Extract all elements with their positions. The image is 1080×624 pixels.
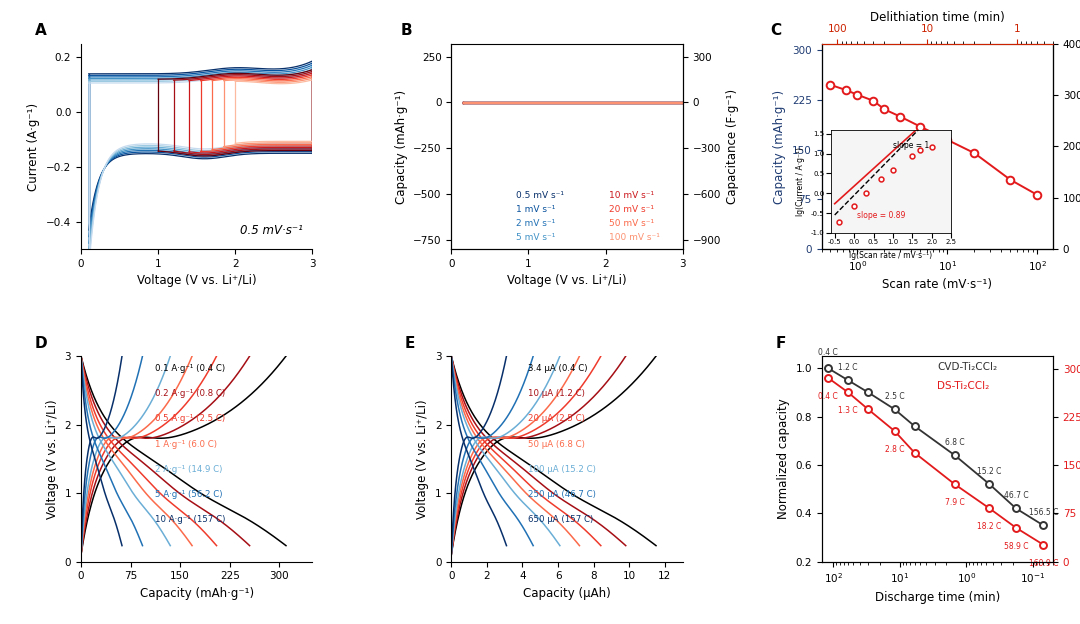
Text: 0.4 C: 0.4 C [819,348,838,357]
Text: A: A [35,24,46,39]
Text: DS-Ti₂CCl₂: DS-Ti₂CCl₂ [937,381,989,391]
Text: 2.8 C: 2.8 C [885,445,904,454]
Text: 0.1 A·g⁻¹ (0.4 C): 0.1 A·g⁻¹ (0.4 C) [156,364,226,373]
Text: 10 A·g⁻¹ (157 C): 10 A·g⁻¹ (157 C) [156,515,226,524]
Text: 0.5 mV·s⁻¹: 0.5 mV·s⁻¹ [240,224,303,237]
X-axis label: Voltage (V vs. Li⁺/Li): Voltage (V vs. Li⁺/Li) [508,275,626,288]
Text: 250 μA (46.7 C): 250 μA (46.7 C) [528,490,595,499]
Text: C: C [771,24,782,39]
Text: 0.5 mV s⁻¹: 0.5 mV s⁻¹ [516,191,564,200]
Text: 160.9 C: 160.9 C [1028,558,1058,568]
Text: 3.4 μA (0.4 C): 3.4 μA (0.4 C) [528,364,588,373]
Y-axis label: Voltage (V vs. Li⁺/Li): Voltage (V vs. Li⁺/Li) [417,399,430,519]
Text: 0.4 C: 0.4 C [819,392,838,401]
X-axis label: Capacity (μAh): Capacity (μAh) [523,587,611,600]
Text: E: E [405,336,416,351]
Text: 50 μA (6.8 C): 50 μA (6.8 C) [528,439,584,449]
Text: 18.2 C: 18.2 C [977,522,1001,531]
Text: 7.9 C: 7.9 C [945,498,964,507]
Text: 0.5 A·g⁻¹ (2.5 C): 0.5 A·g⁻¹ (2.5 C) [156,414,226,424]
Y-axis label: Capacitance (F·g⁻¹): Capacitance (F·g⁻¹) [727,89,740,204]
Text: 5 mV s⁻¹: 5 mV s⁻¹ [516,233,555,241]
Text: 10 μA (1.2 C): 10 μA (1.2 C) [528,389,584,398]
Text: 2 mV s⁻¹: 2 mV s⁻¹ [516,219,555,228]
Text: 20 mV s⁻¹: 20 mV s⁻¹ [609,205,653,214]
Text: 100 mV s⁻¹: 100 mV s⁻¹ [609,233,660,241]
X-axis label: Discharge time (min): Discharge time (min) [875,591,1000,603]
Text: 20 μA (2.5 C): 20 μA (2.5 C) [528,414,584,424]
Text: B: B [401,24,411,39]
Y-axis label: Current (A·g⁻¹): Current (A·g⁻¹) [27,102,40,190]
Y-axis label: Capacity (mAh·g⁻¹): Capacity (mAh·g⁻¹) [773,89,786,203]
Text: 5 A·g⁻¹ (56.2 C): 5 A·g⁻¹ (56.2 C) [156,490,222,499]
Y-axis label: Normalized capacity: Normalized capacity [777,399,789,519]
Y-axis label: Capacity (mAh·g⁻¹): Capacity (mAh·g⁻¹) [394,89,407,203]
Text: 1 A·g⁻¹ (6.0 C): 1 A·g⁻¹ (6.0 C) [156,439,217,449]
Text: 100 μA (15.2 C): 100 μA (15.2 C) [528,465,595,474]
Text: 46.7 C: 46.7 C [1003,491,1028,500]
Text: D: D [35,336,48,351]
Text: 1.3 C: 1.3 C [838,406,858,415]
X-axis label: Delithiation time (min): Delithiation time (min) [869,11,1004,24]
X-axis label: Capacity (mAh·g⁻¹): Capacity (mAh·g⁻¹) [139,587,254,600]
Text: 15.2 C: 15.2 C [977,467,1001,476]
Text: 10 mV s⁻¹: 10 mV s⁻¹ [609,191,653,200]
Text: 1 mV s⁻¹: 1 mV s⁻¹ [516,205,555,214]
Text: F: F [775,336,785,351]
Text: 1.2 C: 1.2 C [838,363,858,372]
Text: 650 μA (157 C): 650 μA (157 C) [528,515,593,524]
Text: 156.5 C: 156.5 C [1028,508,1058,517]
Text: 2 A·g⁻¹ (14.9 C): 2 A·g⁻¹ (14.9 C) [156,465,222,474]
Text: 2.5 C: 2.5 C [885,392,904,401]
Text: 58.9 C: 58.9 C [1003,542,1028,550]
X-axis label: Voltage (V vs. Li⁺/Li): Voltage (V vs. Li⁺/Li) [137,275,257,288]
Text: 50 mV s⁻¹: 50 mV s⁻¹ [609,219,653,228]
Text: CVD-Ti₂CCl₂: CVD-Ti₂CCl₂ [937,363,998,373]
X-axis label: Scan rate (mV·s⁻¹): Scan rate (mV·s⁻¹) [882,278,993,291]
Text: 6.8 C: 6.8 C [945,438,964,447]
Text: 0.2 A·g⁻¹ (0.8 C): 0.2 A·g⁻¹ (0.8 C) [156,389,226,398]
Y-axis label: Voltage (V vs. Li⁺/Li): Voltage (V vs. Li⁺/Li) [46,399,59,519]
